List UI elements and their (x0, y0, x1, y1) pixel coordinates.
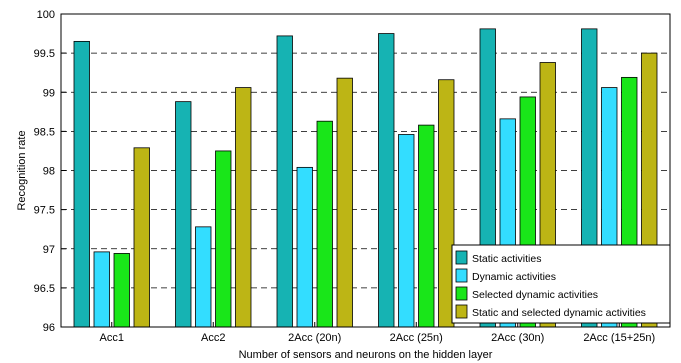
y-tick-label: 99 (43, 87, 55, 99)
x-tick-label: Acc1 (100, 332, 124, 344)
bar (336, 77, 353, 328)
x-tick-label: 2Acc (20n) (288, 332, 341, 344)
legend-label: Selected dynamic activities (472, 289, 598, 301)
bar (398, 134, 415, 328)
legend-swatch (455, 268, 468, 283)
bar (73, 40, 90, 328)
x-axis-ticks: Acc1 Acc2 2Acc (20n) 2Acc (25n) 2Acc (30n) 2A… (100, 322, 655, 344)
y-tick-label: 98.5 (34, 126, 55, 138)
legend-swatch (455, 286, 468, 301)
bar (113, 253, 130, 328)
y-tick-label: 96 (43, 322, 55, 334)
x-tick-label: 2Acc (25n) (390, 332, 443, 344)
legend-label: Dynamic activities (472, 271, 556, 283)
x-tick-label: 2Acc (15+25n) (583, 332, 655, 344)
bar (215, 150, 232, 328)
y-tick-label: 97 (43, 244, 55, 256)
bar (235, 87, 252, 328)
legend-label: Static and selected dynamic activities (472, 307, 646, 319)
bar (93, 251, 110, 328)
x-axis-label: Number of sensors and neurons on the hid… (239, 349, 493, 361)
bar (296, 166, 313, 328)
bar (418, 124, 435, 328)
legend-label: Static activities (472, 253, 541, 265)
bar (175, 101, 192, 328)
gridlines (61, 52, 670, 289)
x-tick-label: 2Acc (30n) (491, 332, 544, 344)
bar (195, 226, 212, 328)
bar (133, 147, 150, 328)
y-tick-label: 98 (43, 166, 55, 178)
y-axis-ticks: 96 96.5 97 97.5 98 98.5 99 99.5 100 (34, 9, 66, 334)
bar (316, 120, 333, 328)
legend-swatch (455, 250, 468, 265)
legend: Static activities Dynamic activities Selec… (451, 244, 671, 324)
y-tick-label: 100 (37, 9, 55, 21)
y-tick-label: 99.5 (34, 48, 55, 60)
x-tick-label: Acc2 (201, 332, 225, 344)
legend-box (451, 244, 671, 324)
bar (276, 35, 293, 328)
legend-swatch (455, 304, 468, 319)
bar (378, 33, 395, 328)
y-axis-label: Recognition rate (16, 130, 28, 210)
plot-frame (60, 13, 671, 328)
y-tick-label: 96.5 (34, 283, 55, 295)
y-tick-label: 97.5 (34, 205, 55, 217)
